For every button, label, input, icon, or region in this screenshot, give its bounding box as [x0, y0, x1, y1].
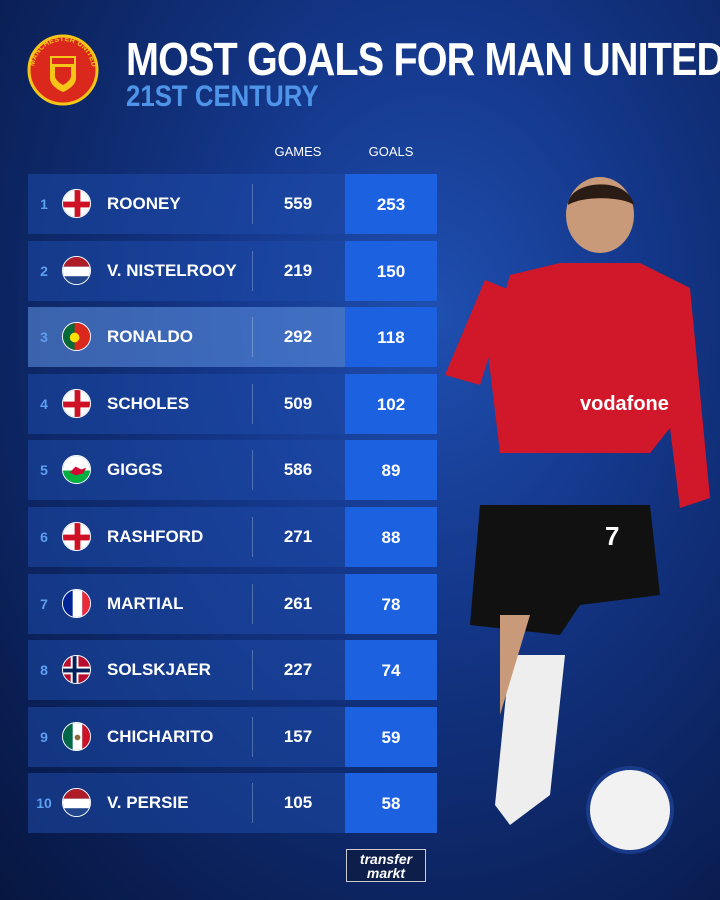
column-divider — [252, 650, 253, 691]
table-row: 1 ROONEY 559 253 — [28, 174, 437, 234]
games-value: 227 — [283, 660, 313, 680]
player-name: CHICHARITO — [107, 726, 214, 746]
page-title: MOST GOALS FOR MAN UNITED — [126, 33, 720, 85]
goals-value: 74 — [345, 640, 437, 701]
games-value: 157 — [283, 726, 313, 746]
player-name: MARTIAL — [107, 593, 184, 613]
goals-value: 253 — [345, 174, 437, 234]
player-name: V. PERSIE — [107, 793, 189, 813]
goals-value: 58 — [345, 773, 437, 834]
france-flag-icon — [62, 588, 91, 618]
transfermarkt-logo: transfer markt — [346, 849, 426, 882]
column-divider — [252, 783, 253, 824]
rank-number: 8 — [40, 662, 48, 679]
column-header-goals: GOALS — [368, 144, 414, 159]
player-name: SCHOLES — [107, 393, 190, 413]
player-name: RONALDO — [107, 327, 193, 347]
table-row: 4 SCHOLES 509 102 — [28, 373, 437, 434]
shirt-number: 7 — [605, 521, 619, 551]
games-value: 559 — [283, 194, 313, 213]
rank-number: 2 — [40, 262, 48, 279]
goals-value: 59 — [345, 706, 437, 767]
column-divider — [252, 317, 253, 358]
rank-number: 4 — [40, 395, 48, 412]
england-flag-icon — [62, 388, 91, 418]
mexico-flag-icon — [62, 721, 91, 751]
table-row: 2 V. NISTELROOY 219 150 — [28, 240, 437, 301]
page-subtitle: 21ST CENTURY — [126, 80, 319, 113]
sponsor-text: vodafone — [580, 393, 669, 415]
column-divider — [252, 517, 253, 557]
games-value: 292 — [283, 327, 313, 347]
player-name: SOLSKJAER — [107, 660, 211, 680]
manchester-united-crest: MANCHESTER UNITED — [27, 34, 99, 106]
player-name: RASHFORD — [107, 527, 204, 546]
games-value: 219 — [283, 260, 313, 280]
player-name: ROONEY — [107, 194, 181, 213]
goals-value: 102 — [345, 373, 437, 434]
netherlands-flag-icon — [62, 255, 91, 285]
goals-value: 88 — [345, 507, 437, 567]
column-divider — [252, 583, 253, 624]
games-value: 509 — [283, 393, 313, 413]
goals-value: 118 — [345, 307, 437, 368]
column-divider — [252, 716, 253, 757]
table-row: 3 RONALDO 292 118 — [28, 307, 437, 368]
rank-number: 6 — [40, 529, 48, 545]
column-divider — [252, 250, 253, 291]
netherlands-flag-icon — [62, 788, 91, 818]
rank-number: 5 — [40, 462, 48, 479]
column-divider — [252, 383, 253, 424]
rank-number: 10 — [36, 795, 52, 812]
logo-line-2: markt — [366, 865, 406, 881]
column-divider — [252, 450, 253, 491]
table-row: 7 MARTIAL 261 78 — [28, 573, 437, 634]
table-row: 10 V. PERSIE 105 58 — [28, 773, 437, 834]
column-header-games: GAMES — [274, 144, 322, 159]
table-row: 9 CHICHARITO 157 59 — [28, 706, 437, 767]
games-value: 105 — [283, 793, 313, 813]
player-photo: vodafone 7 — [445, 177, 710, 854]
games-value: 261 — [283, 593, 313, 613]
table-row: 8 SOLSKJAER 227 74 — [28, 640, 437, 701]
table-row: 6 RASHFORD 271 88 — [28, 507, 437, 567]
england-flag-icon — [62, 522, 91, 551]
rank-number: 7 — [40, 595, 48, 612]
games-value: 271 — [283, 527, 313, 546]
rank-number: 9 — [40, 728, 48, 745]
player-name: V. NISTELROOY — [107, 260, 237, 280]
norway-flag-icon — [62, 655, 91, 685]
player-name: GIGGS — [107, 460, 163, 480]
goals-value: 89 — [345, 440, 437, 501]
wales-flag-icon — [62, 455, 91, 485]
portugal-flag-icon — [62, 322, 91, 352]
logo-line-1: transfer — [359, 851, 413, 867]
rank-number: 1 — [40, 196, 48, 212]
goals-value: 150 — [345, 240, 437, 301]
england-flag-icon — [62, 189, 91, 218]
games-value: 586 — [283, 460, 313, 480]
table-row: 5 GIGGS 586 89 — [28, 440, 437, 501]
column-divider — [252, 184, 253, 224]
rank-number: 3 — [40, 329, 48, 346]
goals-value: 78 — [345, 573, 437, 634]
